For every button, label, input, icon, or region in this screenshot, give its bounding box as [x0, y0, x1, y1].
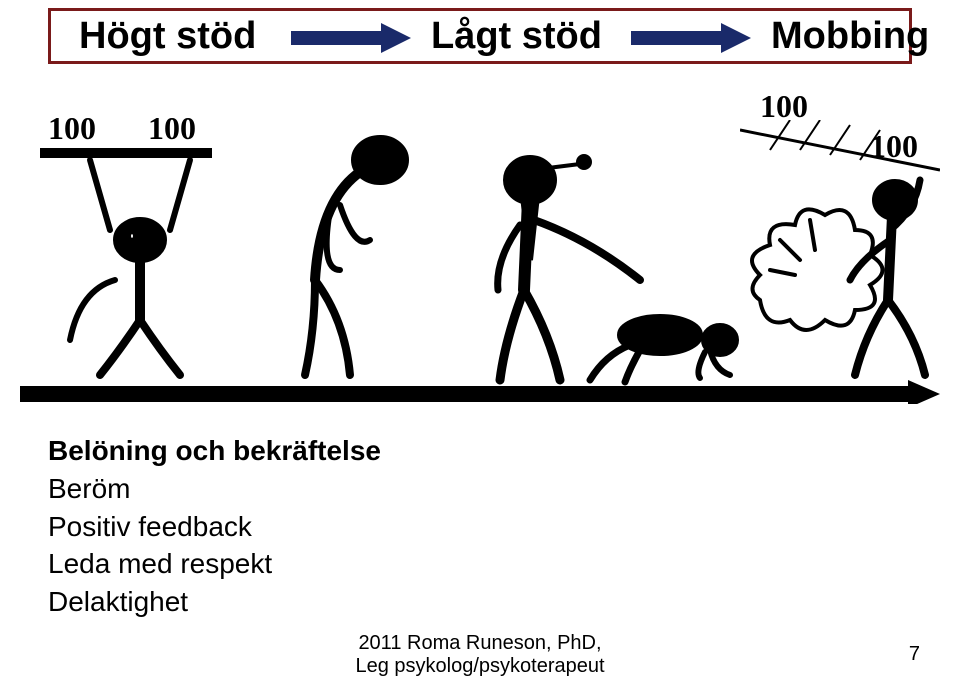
- header-right: Mobbing: [771, 15, 929, 58]
- header-center: Lågt stöd: [431, 15, 602, 58]
- header-left: Högt stöd: [79, 15, 256, 58]
- page-number: 7: [909, 643, 920, 666]
- bullet-block: Belöning och bekräftelse Beröm Positiv f…: [48, 432, 381, 621]
- bullet-item-1: Beröm: [48, 470, 381, 508]
- figure-running: [740, 160, 940, 390]
- footer-line1: 2011 Roma Runeson, PhD,: [0, 632, 960, 655]
- figure-kneeling: [570, 300, 750, 390]
- footer-line2: Leg psykolog/psykoterapeut: [0, 655, 960, 678]
- header-box: Högt stöd Lågt stöd Mobbing: [48, 8, 912, 64]
- timeline-arrow: [20, 380, 940, 404]
- header-arrow-2: [631, 23, 751, 53]
- weight-2: 100: [148, 110, 196, 147]
- bullet-title: Belöning och bekräftelse: [48, 432, 381, 470]
- bullet-item-2: Positiv feedback: [48, 508, 381, 546]
- figure-slumped: [260, 110, 440, 390]
- figure-lifting: [60, 150, 220, 380]
- bullet-item-4: Delaktighet: [48, 583, 381, 621]
- bullet-item-3: Leda med respekt: [48, 545, 381, 583]
- weight-1: 100: [48, 110, 96, 147]
- header-arrow-1: [291, 23, 411, 53]
- footer: 2011 Roma Runeson, PhD, Leg psykolog/psy…: [0, 632, 960, 678]
